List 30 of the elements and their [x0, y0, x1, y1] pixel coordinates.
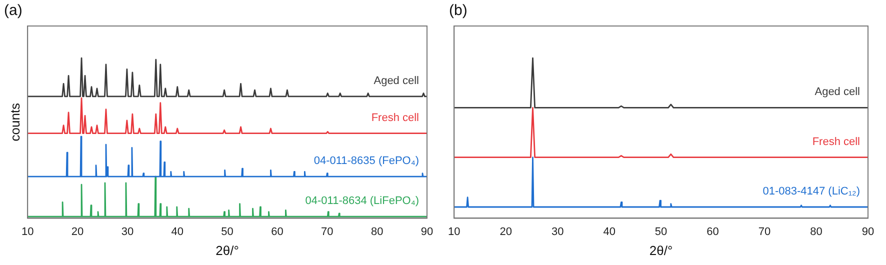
series-label: Fresh cell [812, 136, 860, 148]
x-tick-label: 20 [71, 226, 84, 238]
x-tick-label: 90 [862, 226, 874, 238]
x-tick-label: 70 [321, 226, 334, 238]
x-tick-label: 30 [121, 226, 134, 238]
x-tick-label: 50 [221, 226, 234, 238]
series-label: 04-011-8635 (FePO₄) [314, 155, 419, 168]
x-tick-label: 60 [706, 226, 719, 238]
x-tick-label: 90 [420, 226, 434, 238]
series-label: Aged cell [374, 75, 419, 88]
x-tick-label: 10 [21, 226, 34, 238]
series-label: 01-083-4147 (LiC₁₂) [762, 186, 860, 198]
x-tick-label: 20 [500, 226, 512, 238]
series-label: 04-011-8634 (LiFePO₄) [305, 195, 419, 208]
x-tick-label: 40 [171, 226, 184, 238]
x-tick-label: 50 [654, 226, 668, 238]
y-axis-title: counts [7, 102, 22, 142]
x-tick-label: 80 [810, 226, 822, 238]
series-label: Fresh cell [371, 112, 419, 124]
chart-title: (b) [449, 2, 468, 20]
x-axis-title: 2θ/° [649, 242, 673, 258]
x-tick-label: 40 [603, 226, 616, 238]
x-axis-title: 2θ/° [216, 242, 239, 258]
x-tick-label: 70 [758, 226, 771, 238]
chart-title: (a) [4, 2, 22, 20]
x-tick-label: 60 [271, 226, 284, 238]
series-label: Aged cell [814, 86, 860, 98]
x-tick-label: 10 [448, 226, 460, 238]
x-tick-label: 80 [370, 226, 384, 238]
x-tick-label: 30 [551, 226, 564, 238]
